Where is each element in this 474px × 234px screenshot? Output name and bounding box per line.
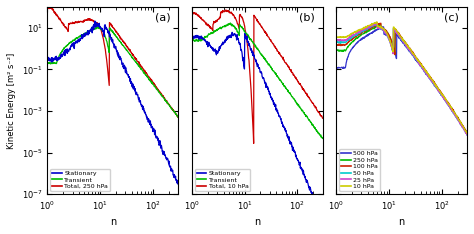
- Text: (c): (c): [444, 13, 458, 22]
- Legend: Stationary, Transient, Total, 10 hPa: Stationary, Transient, Total, 10 hPa: [195, 169, 250, 191]
- X-axis label: n: n: [109, 217, 116, 227]
- Legend: Stationary, Transient, Total, 250 hPa: Stationary, Transient, Total, 250 hPa: [50, 169, 110, 191]
- X-axis label: n: n: [254, 217, 260, 227]
- X-axis label: n: n: [399, 217, 405, 227]
- Legend: 500 hPa, 250 hPa, 100 hPa, 50 hPa, 25 hPa, 10 hPa: 500 hPa, 250 hPa, 100 hPa, 50 hPa, 25 hP…: [339, 149, 380, 191]
- Text: (a): (a): [155, 13, 170, 22]
- Y-axis label: Kinetic Energy [m² s⁻²]: Kinetic Energy [m² s⁻²]: [7, 52, 16, 149]
- Text: (b): (b): [299, 13, 315, 22]
